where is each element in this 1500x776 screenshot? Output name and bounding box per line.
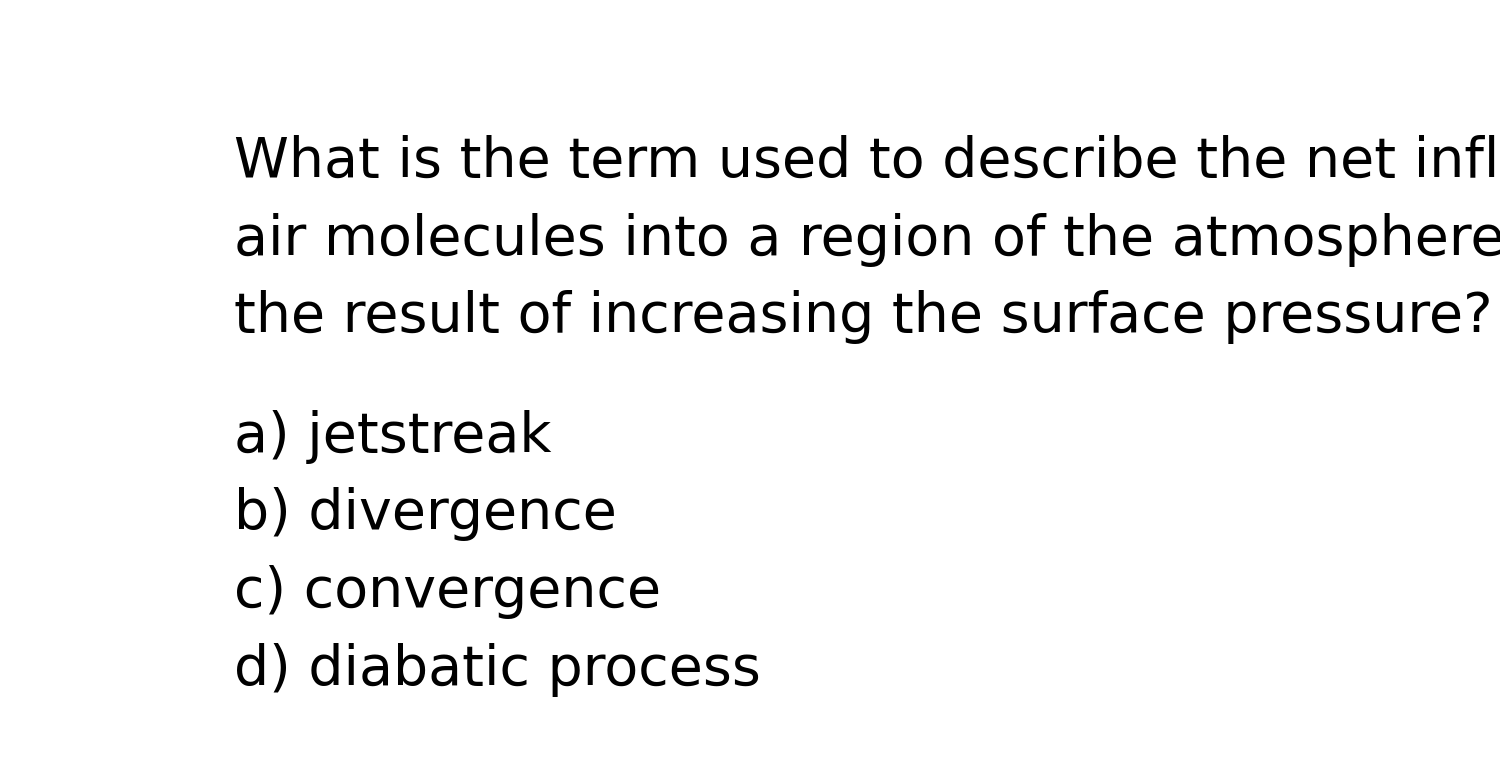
Text: air molecules into a region of the atmosphere with: air molecules into a region of the atmos…	[234, 213, 1500, 267]
Text: d) diabatic process: d) diabatic process	[234, 643, 760, 697]
Text: What is the term used to describe the net inflow of: What is the term used to describe the ne…	[234, 135, 1500, 189]
Text: c) convergence: c) convergence	[234, 565, 662, 619]
Text: b) divergence: b) divergence	[234, 487, 616, 542]
Text: the result of increasing the surface pressure?: the result of increasing the surface pre…	[234, 290, 1492, 345]
Text: a) jetstreak: a) jetstreak	[234, 410, 552, 464]
